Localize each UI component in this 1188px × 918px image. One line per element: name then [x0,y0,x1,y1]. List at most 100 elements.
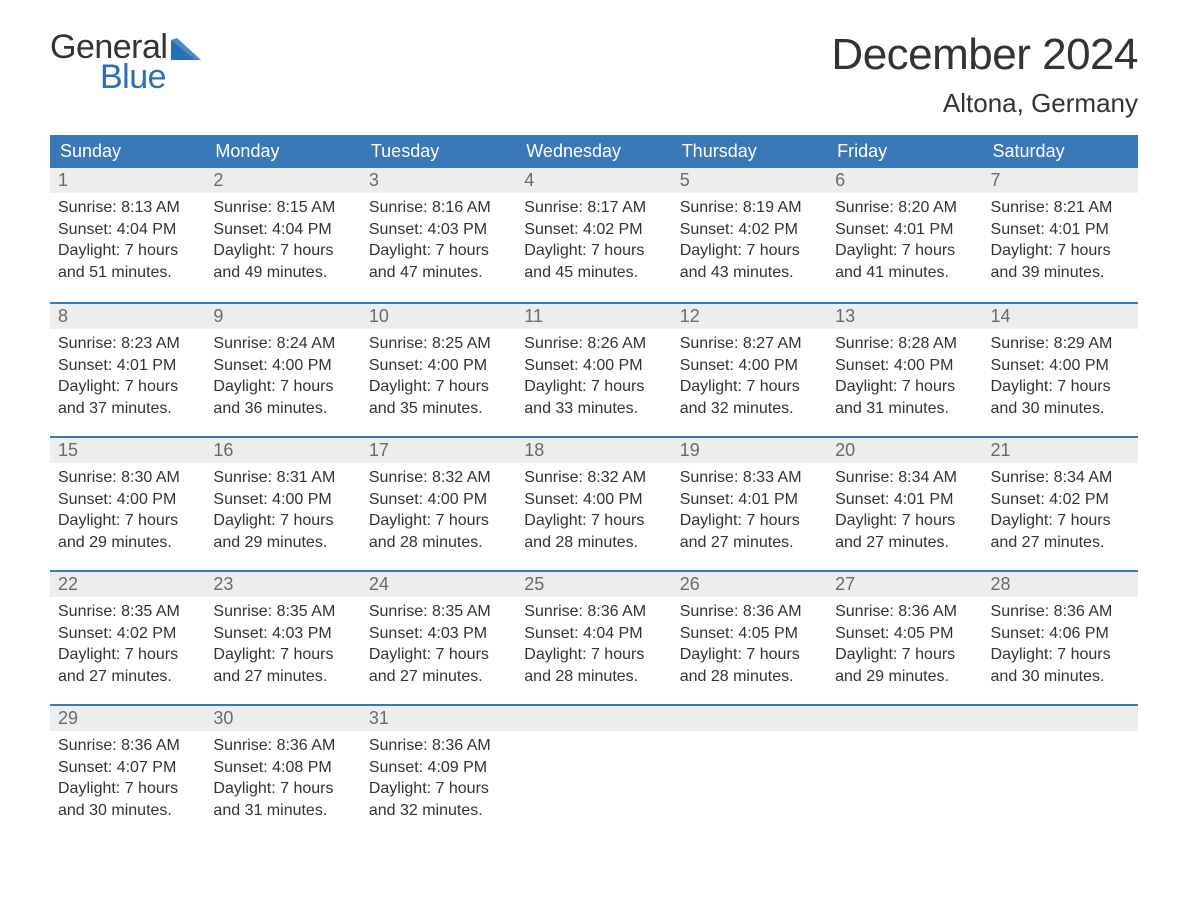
day-body: Sunrise: 8:13 AMSunset: 4:04 PMDaylight:… [50,193,205,287]
week-row: 1Sunrise: 8:13 AMSunset: 4:04 PMDaylight… [50,168,1138,302]
day-line-day2: and 27 minutes. [213,666,352,688]
day-number: 18 [516,438,671,463]
day-line-day1: Daylight: 7 hours [991,644,1130,666]
day-body: Sunrise: 8:20 AMSunset: 4:01 PMDaylight:… [827,193,982,287]
day-number: 15 [50,438,205,463]
day-line-sunset: Sunset: 4:05 PM [680,623,819,645]
day-cell: 4Sunrise: 8:17 AMSunset: 4:02 PMDaylight… [516,168,671,302]
day-line-day1: Daylight: 7 hours [213,644,352,666]
day-body: Sunrise: 8:33 AMSunset: 4:01 PMDaylight:… [672,463,827,557]
day-cell: 9Sunrise: 8:24 AMSunset: 4:00 PMDaylight… [205,302,360,436]
day-line-day2: and 28 minutes. [524,666,663,688]
day-line-day2: and 27 minutes. [835,532,974,554]
day-line-sunset: Sunset: 4:02 PM [524,219,663,241]
day-line-sunrise: Sunrise: 8:19 AM [680,197,819,219]
day-line-day1: Daylight: 7 hours [369,376,508,398]
day-line-sunrise: Sunrise: 8:36 AM [213,735,352,757]
day-body: Sunrise: 8:26 AMSunset: 4:00 PMDaylight:… [516,329,671,423]
day-line-day1: Daylight: 7 hours [58,240,197,262]
day-body: Sunrise: 8:36 AMSunset: 4:05 PMDaylight:… [827,597,982,691]
day-line-sunrise: Sunrise: 8:35 AM [58,601,197,623]
day-line-sunrise: Sunrise: 8:32 AM [369,467,508,489]
day-line-day1: Daylight: 7 hours [680,644,819,666]
day-cell: 19Sunrise: 8:33 AMSunset: 4:01 PMDayligh… [672,436,827,570]
day-line-day1: Daylight: 7 hours [58,376,197,398]
day-body: Sunrise: 8:35 AMSunset: 4:03 PMDaylight:… [361,597,516,691]
day-number: 29 [50,706,205,731]
day-number: 14 [983,304,1138,329]
day-line-sunrise: Sunrise: 8:17 AM [524,197,663,219]
day-line-day2: and 28 minutes. [680,666,819,688]
day-line-sunrise: Sunrise: 8:24 AM [213,333,352,355]
day-cell: 15Sunrise: 8:30 AMSunset: 4:00 PMDayligh… [50,436,205,570]
day-line-sunrise: Sunrise: 8:13 AM [58,197,197,219]
day-number-empty [516,706,671,731]
day-body: Sunrise: 8:31 AMSunset: 4:00 PMDaylight:… [205,463,360,557]
day-line-day2: and 28 minutes. [524,532,663,554]
day-line-sunset: Sunset: 4:00 PM [524,355,663,377]
day-cell: 25Sunrise: 8:36 AMSunset: 4:04 PMDayligh… [516,570,671,704]
day-line-sunset: Sunset: 4:03 PM [369,219,508,241]
day-number: 27 [827,572,982,597]
col-sunday: Sunday [50,135,205,168]
day-line-day2: and 32 minutes. [369,800,508,822]
day-line-day1: Daylight: 7 hours [213,240,352,262]
day-number: 7 [983,168,1138,193]
day-line-sunrise: Sunrise: 8:25 AM [369,333,508,355]
day-line-day2: and 43 minutes. [680,262,819,284]
day-line-day1: Daylight: 7 hours [524,240,663,262]
day-line-day1: Daylight: 7 hours [58,644,197,666]
day-line-sunrise: Sunrise: 8:27 AM [680,333,819,355]
day-number: 6 [827,168,982,193]
day-body: Sunrise: 8:15 AMSunset: 4:04 PMDaylight:… [205,193,360,287]
day-line-sunrise: Sunrise: 8:36 AM [991,601,1130,623]
day-line-day1: Daylight: 7 hours [58,510,197,532]
day-body: Sunrise: 8:36 AMSunset: 4:06 PMDaylight:… [983,597,1138,691]
day-body: Sunrise: 8:28 AMSunset: 4:00 PMDaylight:… [827,329,982,423]
day-number: 4 [516,168,671,193]
day-line-day2: and 30 minutes. [991,398,1130,420]
day-number: 16 [205,438,360,463]
day-line-day1: Daylight: 7 hours [835,510,974,532]
day-line-sunrise: Sunrise: 8:35 AM [213,601,352,623]
day-body: Sunrise: 8:30 AMSunset: 4:00 PMDaylight:… [50,463,205,557]
day-cell: 14Sunrise: 8:29 AMSunset: 4:00 PMDayligh… [983,302,1138,436]
day-line-day2: and 32 minutes. [680,398,819,420]
day-line-sunset: Sunset: 4:00 PM [58,489,197,511]
day-cell [516,704,671,838]
day-body: Sunrise: 8:17 AMSunset: 4:02 PMDaylight:… [516,193,671,287]
day-line-day1: Daylight: 7 hours [991,510,1130,532]
day-cell: 6Sunrise: 8:20 AMSunset: 4:01 PMDaylight… [827,168,982,302]
day-number: 17 [361,438,516,463]
day-line-sunset: Sunset: 4:09 PM [369,757,508,779]
day-line-day1: Daylight: 7 hours [835,644,974,666]
day-number: 11 [516,304,671,329]
day-line-sunrise: Sunrise: 8:32 AM [524,467,663,489]
day-line-sunset: Sunset: 4:08 PM [213,757,352,779]
day-line-sunrise: Sunrise: 8:35 AM [369,601,508,623]
day-line-sunset: Sunset: 4:03 PM [213,623,352,645]
day-line-sunset: Sunset: 4:07 PM [58,757,197,779]
day-line-day1: Daylight: 7 hours [524,376,663,398]
day-body: Sunrise: 8:24 AMSunset: 4:00 PMDaylight:… [205,329,360,423]
day-body: Sunrise: 8:19 AMSunset: 4:02 PMDaylight:… [672,193,827,287]
day-line-sunrise: Sunrise: 8:26 AM [524,333,663,355]
day-line-sunrise: Sunrise: 8:21 AM [991,197,1130,219]
day-line-sunset: Sunset: 4:05 PM [835,623,974,645]
day-line-day1: Daylight: 7 hours [369,644,508,666]
day-cell [983,704,1138,838]
day-line-sunset: Sunset: 4:02 PM [58,623,197,645]
day-cell: 20Sunrise: 8:34 AMSunset: 4:01 PMDayligh… [827,436,982,570]
day-body: Sunrise: 8:36 AMSunset: 4:04 PMDaylight:… [516,597,671,691]
logo-word-blue: Blue [100,60,205,94]
day-body: Sunrise: 8:21 AMSunset: 4:01 PMDaylight:… [983,193,1138,287]
day-cell: 8Sunrise: 8:23 AMSunset: 4:01 PMDaylight… [50,302,205,436]
day-line-day2: and 36 minutes. [213,398,352,420]
day-line-sunset: Sunset: 4:06 PM [991,623,1130,645]
day-line-day2: and 41 minutes. [835,262,974,284]
day-line-day1: Daylight: 7 hours [213,376,352,398]
page-title: December 2024 [831,30,1138,80]
day-number-empty [827,706,982,731]
day-cell: 7Sunrise: 8:21 AMSunset: 4:01 PMDaylight… [983,168,1138,302]
day-number: 5 [672,168,827,193]
